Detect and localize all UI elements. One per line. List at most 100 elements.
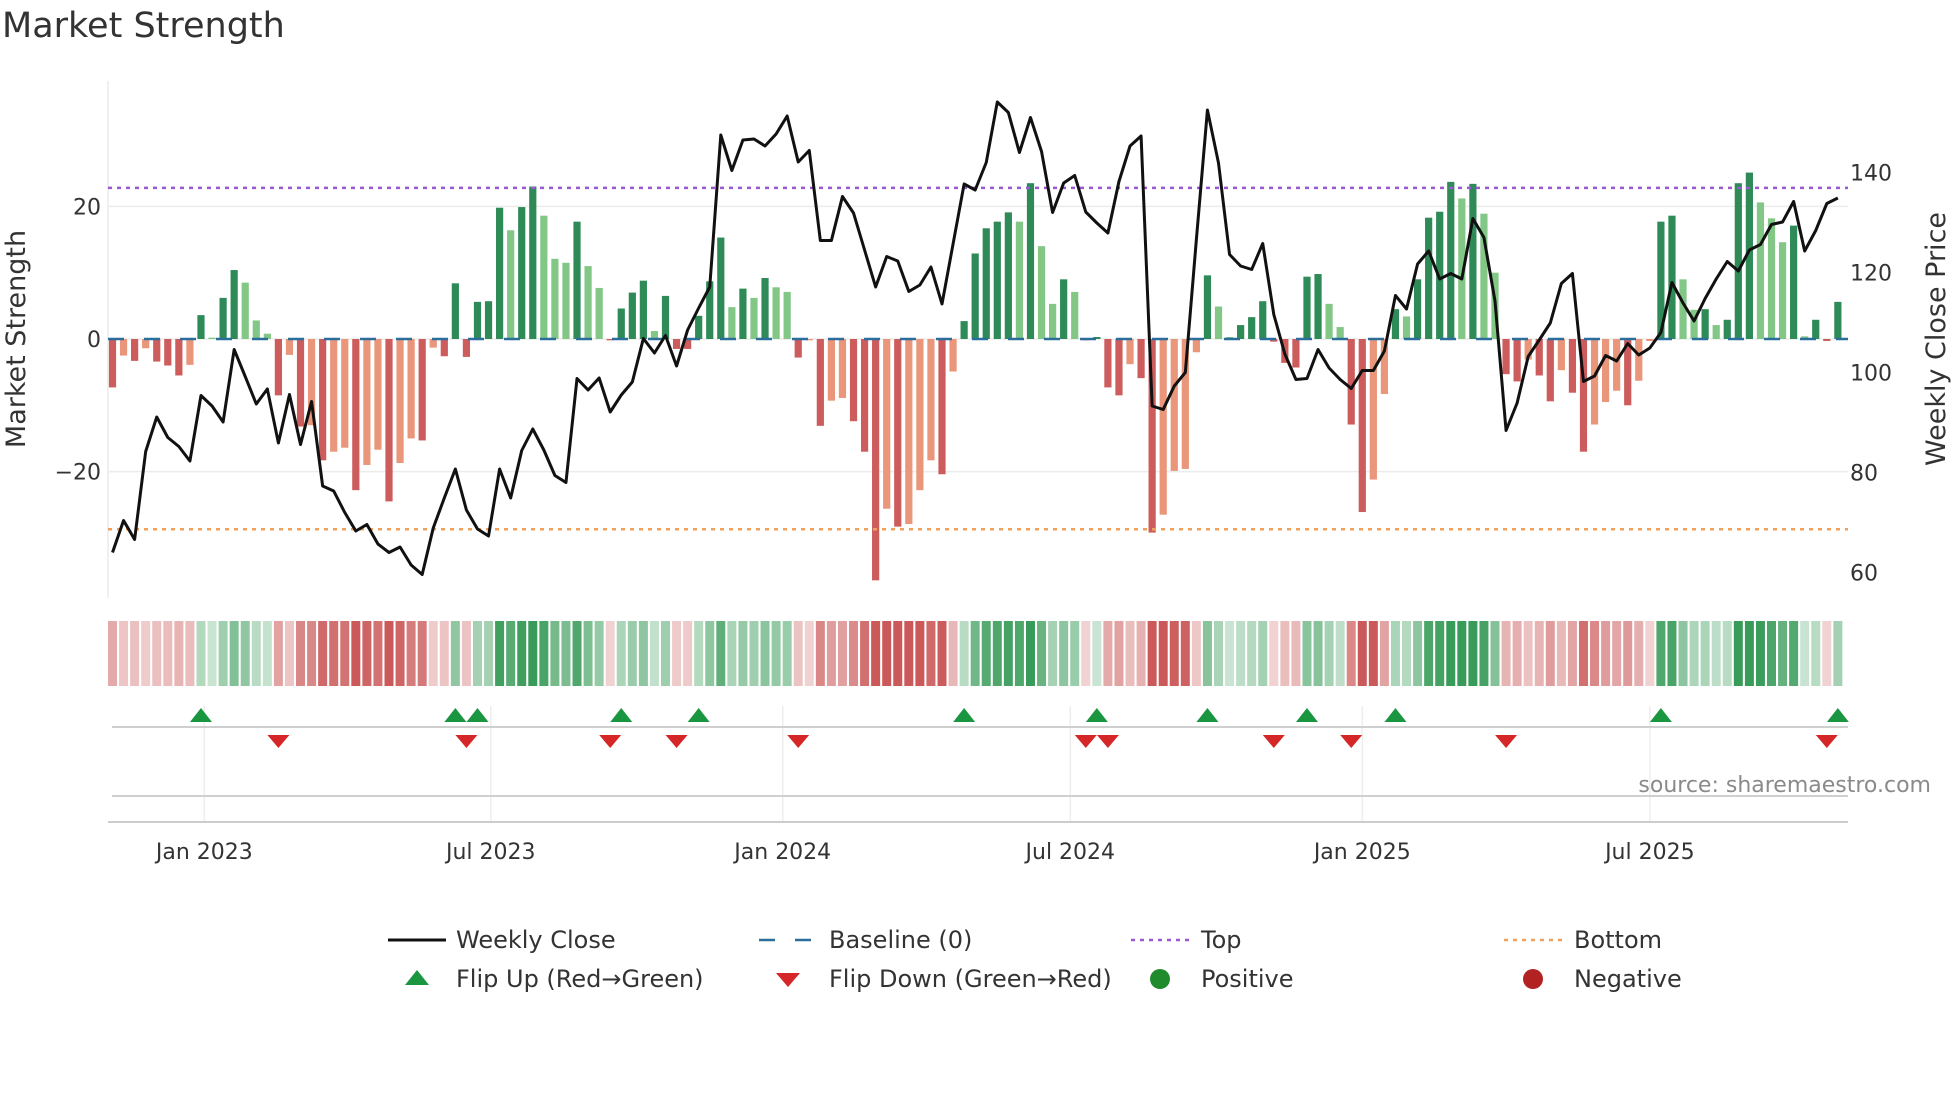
strength-bar [617, 308, 625, 339]
strength-bar [750, 297, 758, 339]
strip-cell [860, 621, 870, 686]
strip-cell [1689, 621, 1699, 686]
strip-cell [1236, 621, 1246, 686]
strip-cell [1435, 621, 1445, 686]
strip-cell [307, 621, 317, 686]
strip-cell [937, 621, 947, 686]
strip-cell [1025, 621, 1035, 686]
strip-cell [1335, 621, 1345, 686]
strength-bar [672, 339, 681, 349]
strip-cell [561, 621, 571, 686]
flip-down-marker [1815, 735, 1838, 748]
strip-cell [1800, 621, 1810, 686]
strength-bar [285, 339, 294, 355]
strength-bar [650, 331, 659, 339]
y2-tick-label: 100 [1850, 362, 1892, 387]
strip-cell [1081, 621, 1091, 686]
strip-cell [627, 621, 637, 686]
strength-bar [197, 315, 205, 339]
strip-cell [495, 621, 505, 686]
y2-tick-label: 60 [1850, 562, 1878, 587]
strength-bar [894, 339, 902, 527]
strength-bar [1613, 339, 1621, 391]
strip-cell [1202, 621, 1212, 686]
flip-up-marker [189, 708, 212, 722]
strip-cell [185, 621, 195, 686]
strip-cell [1645, 621, 1655, 686]
strip-cell [705, 621, 715, 686]
flip-up-marker [610, 708, 633, 722]
strip-cell [716, 621, 726, 686]
strength-bar [1071, 291, 1079, 339]
x-tick-label: Jul 2024 [1024, 840, 1116, 865]
strength-bar [1170, 339, 1178, 471]
strength-bar [1325, 303, 1333, 339]
strip-cell [694, 621, 704, 686]
strip-cell [1258, 621, 1268, 686]
strip-cell [1457, 621, 1467, 686]
strip-cell [1523, 621, 1533, 686]
strip-cell [771, 621, 781, 686]
strength-bar [1646, 339, 1654, 341]
legend-label: Baseline (0) [829, 926, 972, 954]
strip-cell [837, 621, 847, 686]
strength-bar [175, 339, 183, 376]
strength-bar [728, 307, 736, 339]
strip-cell [1125, 621, 1135, 686]
strength-bar [1004, 212, 1012, 339]
strip-cell [672, 621, 682, 686]
strip-cell [229, 621, 239, 686]
strip-cell [428, 621, 438, 686]
strip-cell [727, 621, 737, 686]
strength-bar [484, 301, 493, 339]
strength-bar [883, 339, 891, 509]
strength-bar [1115, 339, 1123, 396]
x-tick-label: Jan 2025 [1312, 840, 1411, 865]
strip-cell [1180, 621, 1190, 686]
strip-cell [1744, 621, 1754, 686]
legend-label: Flip Down (Green→Red) [829, 965, 1112, 993]
strip-cell [1468, 621, 1478, 686]
strip-cell [240, 621, 250, 686]
strip-cell [804, 621, 814, 686]
strength-bar [529, 186, 537, 339]
flip-down-marker [787, 735, 810, 748]
strip-cell [1158, 621, 1168, 686]
legend-label: Flip Up (Red→Green) [456, 965, 704, 993]
strip-cell [130, 621, 140, 686]
strength-bar [1303, 276, 1311, 339]
strip-cell [970, 621, 980, 686]
strength-bar [131, 339, 139, 361]
flip-down-marker [267, 735, 290, 748]
strength-bar [1203, 275, 1212, 339]
strength-bar [1292, 339, 1300, 368]
strength-bar [374, 339, 382, 450]
strip-cell [1755, 621, 1765, 686]
strip-cell [1601, 621, 1611, 686]
legend: Weekly Close Baseline (0) Top Bottom Flip Up… [388, 926, 1682, 993]
strip-cell [1833, 621, 1843, 686]
strength-bar [119, 339, 128, 356]
strip-cell [1556, 621, 1566, 686]
strength-bar [1690, 309, 1698, 339]
strip-cell [926, 621, 936, 686]
strip-cell [1214, 621, 1223, 686]
strip-cell [262, 621, 272, 686]
strength-bar [1391, 309, 1400, 339]
strength-bar [1790, 225, 1798, 339]
strength-bar [1801, 336, 1809, 339]
flip-down-marker [1340, 735, 1363, 748]
strip-cell [461, 621, 471, 686]
strip-cell [594, 621, 604, 686]
strip-cell [395, 621, 405, 686]
strength-bar [330, 339, 338, 452]
strip-cell [760, 621, 770, 686]
strength-bar [1579, 339, 1588, 452]
strength-bar [628, 292, 636, 339]
strength-bar [1502, 339, 1510, 375]
strip-cell [152, 621, 162, 686]
strip-cell [1368, 621, 1378, 686]
strength-bar [407, 339, 415, 439]
strength-bar [451, 283, 459, 339]
